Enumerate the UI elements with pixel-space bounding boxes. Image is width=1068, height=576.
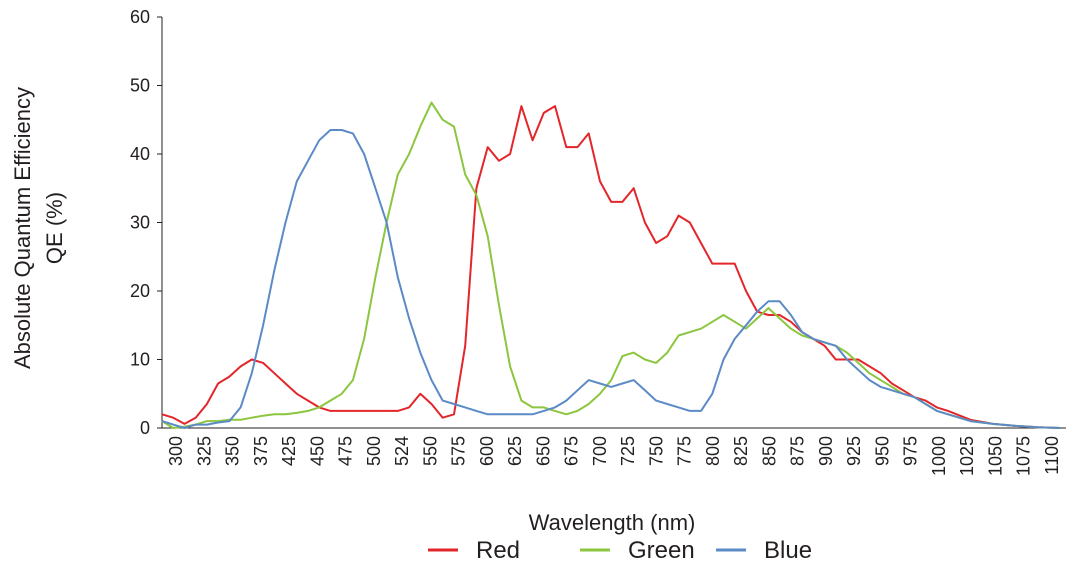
legend-label-green: Green: [628, 537, 695, 564]
legend-label-blue: Blue: [764, 537, 812, 564]
x-tick-label: 675: [562, 436, 582, 466]
x-axis-ticks: 300 325 350 375 425 450 475 500 524 550 575 600 625 6…: [166, 436, 1062, 476]
x-tick-label: 325: [194, 436, 214, 466]
x-tick-label: 950: [872, 436, 892, 466]
legend-label-red: Red: [476, 537, 520, 564]
x-tick-label: 700: [590, 436, 610, 466]
x-tick-label: 725: [618, 436, 638, 466]
x-tick-label: 975: [901, 436, 921, 466]
x-tick-label: 550: [420, 436, 440, 466]
series-lines: [161, 101, 1061, 429]
x-tick-label: 375: [251, 436, 271, 466]
x-tick-label: 825: [731, 436, 751, 466]
x-tick-label: 1100: [1042, 436, 1062, 475]
y-tick-label: 20: [130, 281, 150, 301]
y-tick-label: 60: [130, 7, 150, 27]
x-tick-label: 524: [392, 436, 412, 466]
y-axis-ticks: 0 10 20 30 40 50 60: [130, 7, 162, 438]
x-tick-label: 475: [336, 436, 356, 466]
y-tick-label: 40: [130, 144, 150, 164]
x-tick-label: 750: [646, 436, 666, 466]
x-tick-label: 900: [816, 436, 836, 466]
x-tick-label: 925: [844, 436, 864, 466]
x-tick-label: 575: [449, 436, 469, 466]
y-axis-title-line-1: Absolute Quantum Efficiency: [10, 87, 35, 369]
x-tick-label: 875: [788, 436, 808, 466]
x-tick-label: 425: [279, 436, 299, 466]
axes: [161, 17, 1066, 429]
x-tick-label: 850: [759, 436, 779, 466]
y-tick-label: 50: [130, 76, 150, 96]
x-tick-label: 450: [307, 436, 327, 466]
y-tick-label: 30: [130, 213, 150, 233]
y-axis-title: Absolute Quantum Efficiency QE (%): [10, 87, 67, 369]
series-line-blue: [161, 129, 1061, 429]
x-tick-label: 1050: [985, 436, 1005, 476]
x-tick-label: 350: [223, 436, 243, 466]
y-tick-label: 10: [130, 350, 150, 370]
x-tick-label: 1075: [1014, 436, 1034, 476]
x-tick-label: 300: [166, 436, 186, 466]
series-line-green: [161, 101, 1061, 429]
x-tick-label: 1025: [957, 436, 977, 476]
x-tick-label: 500: [364, 436, 384, 466]
x-tick-label: 775: [675, 436, 695, 466]
y-axis-title-line-2: QE (%): [42, 192, 67, 264]
x-tick-label: 800: [703, 436, 723, 466]
series-line-red: [161, 105, 1061, 429]
x-tick-label: 1000: [929, 436, 949, 476]
x-axis-title: Wavelength (nm): [529, 510, 696, 535]
x-tick-label: 600: [477, 436, 497, 466]
y-tick-label: 0: [140, 418, 150, 438]
x-tick-label: 625: [505, 436, 525, 466]
legend: Red Green Blue: [428, 537, 812, 564]
x-tick-label: 650: [533, 436, 553, 466]
